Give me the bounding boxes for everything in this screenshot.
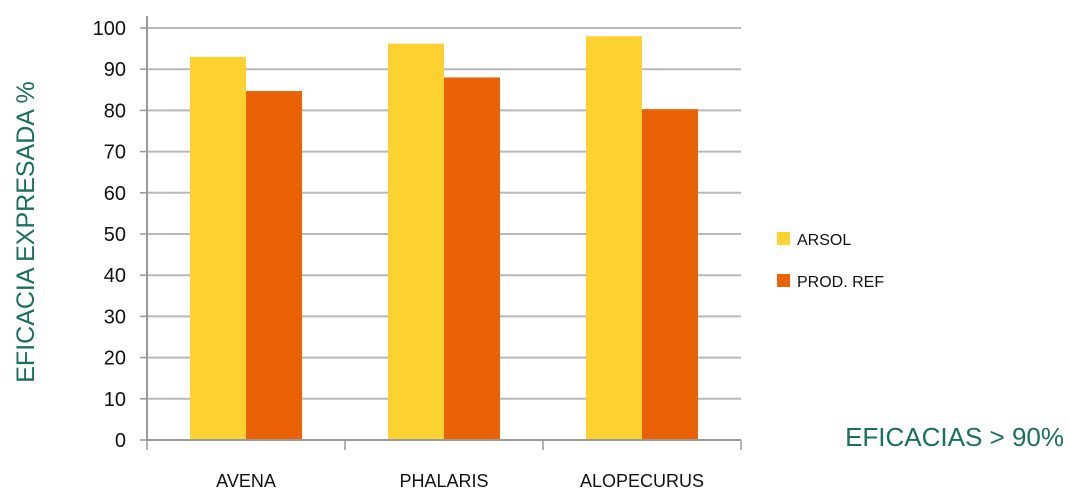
efficacy-annotation: EFICACIAS > 90% bbox=[845, 422, 1064, 452]
legend-label-prod-ref: PROD. REF bbox=[797, 274, 884, 291]
y-tick-label: 70 bbox=[104, 142, 126, 164]
legend-swatch-prod-ref bbox=[777, 274, 790, 287]
y-tick-label: 40 bbox=[104, 265, 126, 287]
bar-avena-prod-ref bbox=[246, 91, 302, 440]
category-label-alopecurus: ALOPECURUS bbox=[580, 471, 704, 490]
y-tick-label: 10 bbox=[104, 389, 126, 411]
y-tick-label: 90 bbox=[104, 59, 126, 81]
y-tick-label: 100 bbox=[93, 18, 126, 40]
bar-phalaris-prod-ref bbox=[444, 77, 500, 440]
category-labels: AVENA PHALARIS ALOPECURUS bbox=[216, 471, 704, 490]
y-tick-label: 30 bbox=[104, 306, 126, 328]
bars bbox=[190, 36, 698, 441]
axes bbox=[140, 16, 742, 450]
legend-swatch-arsol bbox=[777, 232, 790, 245]
legend-label-arsol: ARSOL bbox=[797, 232, 851, 249]
category-label-avena: AVENA bbox=[216, 471, 276, 490]
y-tick-label: 60 bbox=[104, 183, 126, 205]
bar-avena-arsol bbox=[190, 56, 246, 441]
y-axis-label: EFICACIA EXPRESADA % bbox=[12, 81, 40, 383]
y-tick-labels: 0 10 20 30 40 50 60 70 80 90 100 bbox=[93, 18, 126, 452]
bar-alopecurus-prod-ref bbox=[642, 109, 698, 440]
bar-phalaris-arsol bbox=[388, 43, 444, 440]
legend: ARSOL PROD. REF bbox=[777, 232, 884, 291]
y-tick-label: 0 bbox=[115, 430, 126, 452]
category-label-phalaris: PHALARIS bbox=[399, 471, 488, 490]
y-tick-label: 80 bbox=[104, 100, 126, 122]
y-tick-label: 20 bbox=[104, 348, 126, 370]
bar-alopecurus-arsol bbox=[586, 36, 642, 441]
y-tick-label: 50 bbox=[104, 224, 126, 246]
